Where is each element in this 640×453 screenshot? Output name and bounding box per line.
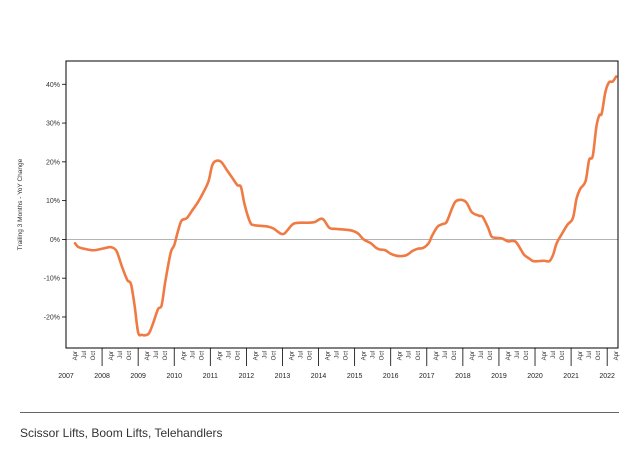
x-year-label: 2008 xyxy=(94,373,110,380)
series-line xyxy=(73,75,618,337)
x-year-label: 2012 xyxy=(239,373,255,380)
y-axis-label-group: Trailing 3 Months - YoY Change xyxy=(17,158,24,250)
x-month-label: Jul xyxy=(226,351,232,359)
x-month-label: Oct xyxy=(524,351,530,361)
x-year-label: 2017 xyxy=(419,373,435,380)
x-month-label: Apr xyxy=(434,351,440,360)
x-year-label: 2019 xyxy=(491,373,507,380)
x-month-label: Apr xyxy=(506,351,512,360)
x-month-label: Apr xyxy=(289,351,295,360)
x-month-label: Jul xyxy=(118,351,124,359)
plot-frame xyxy=(65,60,619,349)
y-tick-label: 20% xyxy=(46,159,60,166)
y-tick-label: 30% xyxy=(46,121,60,128)
x-month-label: Oct xyxy=(308,351,314,361)
x-year-label: 2021 xyxy=(563,373,579,380)
x-month-label: Jul xyxy=(299,351,305,359)
x-month-label: Oct xyxy=(91,351,97,361)
x-month-label: Apr xyxy=(326,351,332,360)
x-month-label: Apr xyxy=(614,351,620,360)
y-tick-label: 40% xyxy=(46,82,60,89)
x-month-label: Apr xyxy=(145,351,151,360)
x-month-label: Jul xyxy=(587,351,593,359)
series-group xyxy=(73,75,618,337)
x-year-label: 2020 xyxy=(527,373,543,380)
x-month-label: Oct xyxy=(344,351,350,361)
x-month-label: Apr xyxy=(542,351,548,360)
line-chart: Trailing 3 Months - YoY Change -20% -10% 0… xyxy=(17,60,620,380)
y-axis-label: Trailing 3 Months - YoY Change xyxy=(17,158,24,250)
x-month-label: Jul xyxy=(82,351,88,359)
x-month-label: Jul xyxy=(407,351,413,359)
x-month-label: Jul xyxy=(551,351,557,359)
x-month-label: Jul xyxy=(190,351,196,359)
caption-divider xyxy=(20,412,619,413)
x-month-label: Oct xyxy=(488,351,494,361)
x-month-label: Jul xyxy=(479,351,485,359)
x-axis-ticks: Apr Jul Oct Apr Jul Oct Apr Jul Oct Apr Jul Oct Apr J… xyxy=(58,348,620,380)
x-month-label: Jul xyxy=(262,351,268,359)
x-month-label: Oct xyxy=(235,351,241,361)
x-year-label: 2022 xyxy=(599,373,615,380)
x-month-label: Apr xyxy=(217,351,223,360)
x-month-label: Apr xyxy=(109,351,115,360)
y-tick-label: 0% xyxy=(50,237,60,244)
x-month-label: Apr xyxy=(398,351,404,360)
x-month-label: Jul xyxy=(154,351,160,359)
x-month-label: Jul xyxy=(335,351,341,359)
x-year-label: 2018 xyxy=(455,373,471,380)
x-year-label: 2013 xyxy=(275,373,291,380)
x-year-label: 2011 xyxy=(203,373,218,380)
y-tick-label: 10% xyxy=(46,198,60,205)
x-month-label: Apr xyxy=(73,351,79,360)
x-month-label: Oct xyxy=(199,351,205,361)
x-year-label: 2016 xyxy=(383,373,399,380)
x-month-label: Oct xyxy=(452,351,458,361)
x-month-label: Oct xyxy=(127,351,133,361)
x-year-label: 2014 xyxy=(311,373,327,380)
x-month-label: Apr xyxy=(470,351,476,360)
x-month-label: Jul xyxy=(515,351,521,359)
x-year-label: 2015 xyxy=(347,373,363,380)
x-year-label: 2007 xyxy=(58,373,74,380)
x-year-label: 2010 xyxy=(166,373,182,380)
y-axis-ticks: -20% -10% 0% 10% 20% 30% 40% xyxy=(44,82,66,321)
x-month-label: Oct xyxy=(380,351,386,361)
y-tick-label: -10% xyxy=(44,276,60,283)
x-month-label: Apr xyxy=(578,351,584,360)
chart-caption: Scissor Lifts, Boom Lifts, Telehandlers xyxy=(20,426,223,440)
x-month-label: Oct xyxy=(596,351,602,361)
x-month-label: Oct xyxy=(163,351,169,361)
x-month-label: Jul xyxy=(443,351,449,359)
x-month-label: Apr xyxy=(362,351,368,360)
y-tick-label: -20% xyxy=(44,314,60,321)
x-month-label: Oct xyxy=(271,351,277,361)
x-month-label: Apr xyxy=(181,351,187,360)
x-month-label: Jul xyxy=(371,351,377,359)
x-month-label: Oct xyxy=(416,351,422,361)
x-month-label: Apr xyxy=(253,351,259,360)
x-month-label: Oct xyxy=(560,351,566,361)
x-year-label: 2009 xyxy=(130,373,146,380)
